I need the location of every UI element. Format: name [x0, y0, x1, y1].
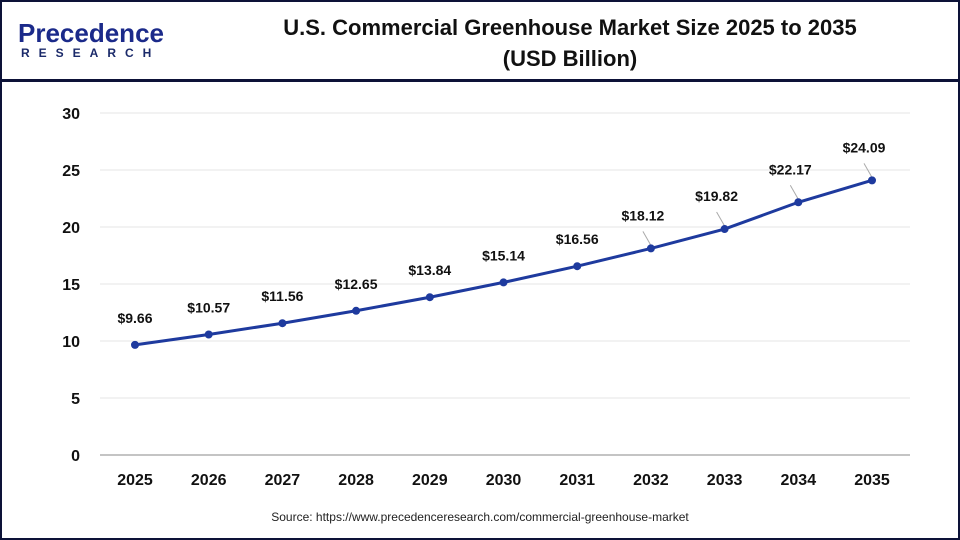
x-tick-label: 2025 [117, 472, 153, 489]
y-tick-label: 15 [62, 277, 80, 294]
header-divider [0, 79, 960, 82]
data-label: $19.82 [695, 188, 738, 204]
data-label: $10.57 [187, 300, 230, 316]
logo-brand: Precedence [18, 18, 164, 48]
data-label: $11.56 [261, 288, 303, 304]
x-tick-label: 2029 [412, 472, 448, 489]
y-tick-label: 25 [62, 163, 80, 180]
y-tick-label: 10 [62, 334, 80, 351]
data-point [720, 225, 729, 234]
logo-sub: RESEARCH [21, 46, 161, 60]
data-point [425, 293, 434, 302]
data-label: $16.56 [556, 231, 599, 247]
x-tick-label: 2033 [707, 472, 743, 489]
y-tick-label: 5 [71, 391, 80, 408]
data-label: $18.12 [621, 207, 664, 223]
chart-title: U.S. Commercial Greenhouse Market Size 2… [200, 12, 940, 74]
label-leader [863, 163, 873, 178]
x-tick-label: 2030 [486, 472, 522, 489]
x-tick-label: 2035 [854, 472, 890, 489]
x-tick-label: 2032 [633, 472, 669, 489]
label-leader [642, 231, 652, 246]
x-tick-label: 2031 [559, 472, 595, 489]
precedence-research-logo: Precedence RESEARCH [18, 20, 164, 60]
data-label: $24.09 [843, 139, 886, 155]
label-leader [789, 185, 799, 200]
data-label: $13.84 [408, 262, 451, 278]
data-point [352, 306, 361, 315]
data-point [278, 319, 287, 328]
title-line-2: (USD Billion) [502, 46, 638, 71]
y-tick-label: 30 [62, 106, 80, 123]
data-point [499, 278, 508, 287]
data-label: $15.14 [482, 247, 525, 263]
data-point [573, 262, 582, 271]
x-tick-label: 2027 [265, 472, 301, 489]
data-point [868, 176, 876, 185]
data-label: $9.66 [117, 310, 152, 326]
data-point [646, 244, 655, 253]
y-tick-label: 20 [62, 220, 80, 237]
data-point [131, 340, 139, 349]
source-note: Source: https://www.precedenceresearch.c… [271, 510, 689, 524]
y-tick-label: 0 [71, 448, 80, 465]
data-label: $12.65 [335, 276, 378, 292]
x-tick-label: 2034 [781, 472, 817, 489]
data-point [204, 330, 213, 339]
data-label: $22.17 [769, 161, 812, 177]
x-tick-label: 2028 [338, 472, 374, 489]
title-line-1: U.S. Commercial Greenhouse Market Size 2… [283, 15, 857, 40]
data-point [794, 198, 803, 207]
x-tick-label: 2026 [191, 472, 227, 489]
label-leader [716, 211, 726, 227]
